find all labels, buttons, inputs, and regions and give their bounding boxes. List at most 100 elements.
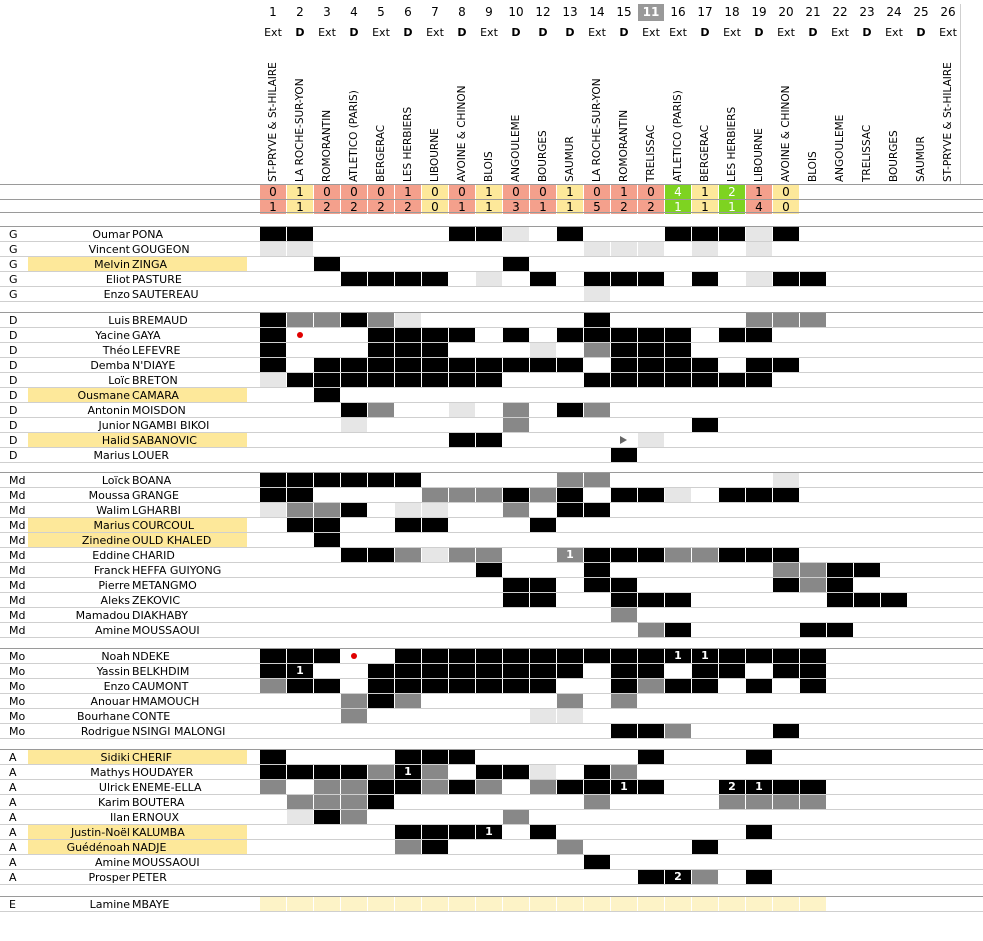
player-last-name[interactable]: HOUDAYER [132, 766, 194, 779]
player-first-name[interactable]: Loïc [108, 374, 130, 387]
player-first-name[interactable]: Mamadou [75, 609, 130, 622]
opponent-name[interactable]: LA ROCHE-SUR-YON [591, 78, 603, 182]
player-first-name[interactable]: Marius [93, 449, 130, 462]
player-last-name[interactable]: CAMARA [132, 389, 179, 402]
opponent-name[interactable]: LIBOURNE [429, 128, 441, 182]
player-last-name[interactable]: SABANOVIC [132, 434, 197, 447]
opponent-name[interactable]: ATLETICO (PARIS) [672, 90, 684, 182]
player-first-name[interactable]: Karim [97, 796, 130, 809]
match-number[interactable]: 24 [886, 5, 902, 19]
match-number[interactable]: 5 [377, 5, 385, 19]
player-first-name[interactable]: Bourhane [76, 710, 130, 723]
match-number[interactable]: 19 [751, 5, 767, 19]
player-last-name[interactable]: PETER [132, 871, 167, 884]
match-number[interactable]: 12 [535, 5, 551, 19]
player-last-name[interactable]: GOUGEON [132, 243, 190, 256]
player-first-name[interactable]: Marius [93, 519, 130, 532]
player-first-name[interactable]: Walim [96, 504, 130, 517]
opponent-name[interactable]: AVOINE & CHINON [780, 85, 792, 182]
opponent-name[interactable]: LES HERBIERS [402, 106, 414, 182]
match-number[interactable]: 9 [485, 5, 493, 19]
player-last-name[interactable]: NDEKE [132, 650, 170, 663]
player-last-name[interactable]: CHERIF [132, 751, 173, 764]
player-last-name[interactable]: DIAKHABY [132, 609, 188, 622]
match-number[interactable]: 25 [913, 5, 929, 19]
player-first-name[interactable]: Aleks [100, 594, 130, 607]
match-number[interactable]: 3 [323, 5, 331, 19]
player-first-name[interactable]: Demba [90, 359, 130, 372]
opponent-name[interactable]: ATLETICO (PARIS) [348, 90, 360, 182]
player-last-name[interactable]: ERNOUX [132, 811, 180, 824]
player-first-name[interactable]: Ulrick [98, 781, 130, 794]
player-last-name[interactable]: MOUSSAOUI [132, 624, 200, 637]
match-number[interactable]: 18 [724, 5, 740, 19]
player-last-name[interactable]: PASTURE [132, 273, 182, 286]
match-number[interactable]: 2 [296, 5, 304, 19]
player-last-name[interactable]: NADJE [132, 841, 167, 854]
match-number[interactable]: 14 [589, 5, 605, 19]
player-last-name[interactable]: MBAYE [132, 898, 170, 911]
match-number[interactable]: 7 [431, 5, 439, 19]
opponent-name[interactable]: BERGERAC [699, 124, 711, 182]
opponent-name[interactable]: ST-PRYVE & St-HILAIRE [267, 62, 279, 182]
player-first-name[interactable]: Sidiki [100, 751, 130, 764]
match-number[interactable]: 10 [508, 5, 524, 19]
opponent-name[interactable]: ROMORANTIN [321, 109, 333, 182]
opponent-name[interactable]: ROMORANTIN [618, 109, 630, 182]
opponent-name[interactable]: BERGERAC [375, 124, 387, 182]
player-last-name[interactable]: MOISDON [132, 404, 186, 417]
player-first-name[interactable]: Yacine [95, 329, 130, 342]
player-first-name[interactable]: Moussa [88, 489, 130, 502]
player-first-name[interactable]: Lamine [89, 898, 130, 911]
match-number[interactable]: 8 [458, 5, 466, 19]
player-last-name[interactable]: MOUSSAOUI [132, 856, 200, 869]
player-last-name[interactable]: ZEKOVIC [132, 594, 181, 607]
player-first-name[interactable]: Eliot [105, 273, 130, 286]
match-number[interactable]: 6 [404, 5, 412, 19]
player-first-name[interactable]: Pierre [98, 579, 130, 592]
player-last-name[interactable]: BOANA [132, 474, 172, 487]
player-first-name[interactable]: Ilan [109, 811, 130, 824]
match-number[interactable]: 15 [616, 5, 632, 19]
opponent-name[interactable]: LIBOURNE [753, 128, 765, 182]
player-last-name[interactable]: PONA [132, 228, 164, 241]
player-first-name[interactable]: Anouar [90, 695, 130, 708]
player-first-name[interactable]: Junior [98, 419, 131, 432]
player-first-name[interactable]: Amine [94, 856, 130, 869]
match-number[interactable]: 23 [859, 5, 875, 19]
opponent-name[interactable]: ST-PRYVE & St-HILAIRE [942, 62, 954, 182]
player-first-name[interactable]: Yassin [96, 665, 130, 678]
player-first-name[interactable]: Prosper [88, 871, 130, 884]
player-last-name[interactable]: CONTE [132, 710, 171, 723]
player-last-name[interactable]: CHARID [132, 549, 175, 562]
player-last-name[interactable]: OULD KHALED [132, 534, 212, 547]
player-first-name[interactable]: Enzo [103, 288, 130, 301]
player-first-name[interactable]: Rodrigue [80, 725, 130, 738]
opponent-name[interactable]: SAUMUR [915, 136, 927, 182]
player-last-name[interactable]: HEFFA GUIYONG [132, 564, 222, 577]
player-first-name[interactable]: Guédénoah [66, 841, 130, 854]
player-last-name[interactable]: HMAMOUCH [132, 695, 200, 708]
player-last-name[interactable]: METANGMO [132, 579, 197, 592]
player-last-name[interactable]: BRETON [132, 374, 178, 387]
player-last-name[interactable]: CAUMONT [132, 680, 189, 693]
player-first-name[interactable]: Luis [108, 314, 130, 327]
match-number[interactable]: 17 [697, 5, 713, 19]
player-last-name[interactable]: COURCOUL [132, 519, 195, 532]
player-last-name[interactable]: KALUMBA [132, 826, 185, 839]
player-first-name[interactable]: Vincent [88, 243, 130, 256]
opponent-name[interactable]: LES HERBIERS [726, 106, 738, 182]
player-last-name[interactable]: BOUTERA [132, 796, 185, 809]
player-last-name[interactable]: ZINGA [132, 258, 168, 271]
opponent-name[interactable]: BLOIS [807, 151, 819, 182]
player-first-name[interactable]: Antonin [87, 404, 130, 417]
match-number[interactable]: 16 [670, 5, 686, 19]
player-first-name[interactable]: Melvin [94, 258, 130, 271]
player-first-name[interactable]: Amine [94, 624, 130, 637]
player-last-name[interactable]: LEFEVRE [132, 344, 181, 357]
player-last-name[interactable]: BREMAUD [132, 314, 188, 327]
player-last-name[interactable]: NSINGI MALONGI [132, 725, 226, 738]
opponent-name[interactable]: TRELISSAC [861, 124, 873, 182]
opponent-name[interactable]: ANGOULEME [510, 114, 522, 182]
match-number[interactable]: 20 [778, 5, 794, 19]
